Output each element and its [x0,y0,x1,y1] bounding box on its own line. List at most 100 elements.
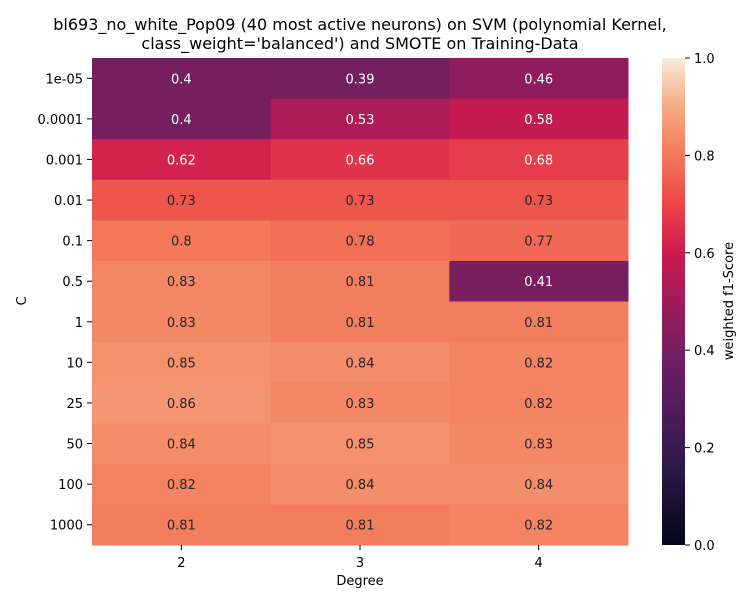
heatmap-cell [270,179,450,221]
y-tick-label: 0.001 [46,153,83,168]
cell-value-label: 0.81 [524,316,553,331]
heatmap-cell [92,463,272,505]
cell-value-label: 0.85 [167,356,196,371]
heatmap-cell [92,504,272,546]
y-tick-label: 1 [75,316,83,331]
heatmap-cell [92,342,272,384]
cell-value-label: 0.39 [346,72,375,87]
heatmap-cell [270,423,450,465]
cell-value-label: 0.73 [167,194,196,209]
cell-value-label: 0.77 [524,235,553,250]
heatmap-cell [92,220,272,262]
heatmap-cell [92,301,272,343]
heatmap-cell [449,382,629,424]
cell-value-label: 0.81 [167,519,196,534]
cell-value-label: 0.82 [524,356,553,371]
x-tick-label: 2 [177,556,185,571]
cell-value-label: 0.8 [171,235,192,250]
cell-value-label: 0.82 [524,397,553,412]
cell-value-label: 0.86 [167,397,196,412]
heatmap-cell [449,342,629,384]
cell-value-label: 0.41 [524,275,553,290]
y-axis-ticks: 1e-05 0.0001 0.001 0.01 0.1 0.5 1 10 25 50 100 1000 [38,72,92,534]
heatmap-cell [449,423,629,465]
heatmap-cell [270,504,450,546]
heatmap-cell [270,260,450,302]
cell-value-label: 0.73 [346,194,375,209]
colorbar [662,58,685,545]
heatmap-cell [270,301,450,343]
heatmap-cell [92,382,272,424]
cell-value-label: 0.82 [167,478,196,493]
x-axis-ticks: 2 3 4 [177,545,543,571]
cell-value-label: 0.4 [171,113,192,128]
y-tick-label: 100 [58,478,83,493]
y-tick-label: 0.0001 [38,113,84,128]
cell-value-label: 0.81 [346,275,375,290]
cell-value-label: 0.78 [346,235,375,250]
chart-title-line-1: bl693_no_white_Pop09 (40 most active neu… [53,15,667,35]
cell-value-label: 0.83 [524,438,553,453]
y-tick-label: 25 [66,397,83,412]
cell-value-label: 0.83 [346,397,375,412]
heatmap-cells: 0.4 0.39 0.46 0.4 0.53 0.58 0.62 0.66 0.68 0.73 0.… [92,58,629,546]
cell-value-label: 0.84 [346,356,375,371]
y-tick-label: 0.1 [62,235,83,250]
x-tick-label: 3 [356,556,364,571]
cell-value-label: 0.85 [346,438,375,453]
cell-value-label: 0.84 [167,438,196,453]
cell-value-label: 0.84 [346,478,375,493]
heatmap-cell [270,463,450,505]
cell-value-label: 0.68 [524,153,553,168]
cell-value-label: 0.81 [346,519,375,534]
colorbar-tick-label: 1.0 [694,52,715,67]
y-tick-label: 0.5 [62,275,83,290]
heatmap-cell [449,504,629,546]
heatmap-cell [449,220,629,262]
chart-title-line-2: class_weight='balanced') and SMOTE on Tr… [141,34,578,54]
cell-value-label: 0.66 [346,153,375,168]
heatmap-cell [270,98,450,140]
cell-value-label: 0.82 [524,519,553,534]
cell-value-label: 0.83 [167,316,196,331]
cell-value-label: 0.4 [171,72,192,87]
heatmap-cell [270,382,450,424]
heatmap-cell [449,463,629,505]
y-axis-label: C [15,296,30,305]
cell-value-label: 0.58 [524,113,553,128]
heatmap-cell [270,342,450,384]
heatmap-cell [449,301,629,343]
heatmap-cell [92,98,272,140]
y-tick-label: 1000 [50,519,83,534]
colorbar-tick-label: 0.0 [694,539,715,554]
heatmap-cell [92,260,272,302]
colorbar-tick-label: 0.6 [694,247,715,262]
heatmap-cell [270,139,450,181]
heatmap-cell [449,260,629,302]
cell-value-label: 0.62 [167,153,196,168]
cell-value-label: 0.84 [524,478,553,493]
heatmap-cell [449,58,629,100]
y-tick-label: 1e-05 [45,72,83,87]
colorbar-tick-label: 0.4 [694,344,715,359]
heatmap-cell [92,139,272,181]
x-tick-label: 4 [535,556,543,571]
heatmap-cell [449,139,629,181]
cell-value-label: 0.46 [524,72,553,87]
heatmap-cell [270,220,450,262]
x-axis-label: Degree [336,574,383,589]
heatmap-cell [92,58,272,100]
colorbar-label: weighted f1-Score [722,242,737,360]
cell-value-label: 0.53 [346,113,375,128]
heatmap-cell [92,179,272,221]
cell-value-label: 0.73 [524,194,553,209]
heatmap-cell [449,179,629,221]
y-tick-label: 50 [66,438,83,453]
heatmap-cell [92,423,272,465]
heatmap-cell [270,58,450,100]
colorbar-ticks: 0.0 0.2 0.4 0.6 0.8 1.0 [685,52,715,554]
heatmap-cell [449,98,629,140]
y-tick-label: 0.01 [54,194,83,209]
colorbar-tick-label: 0.8 [694,149,715,164]
